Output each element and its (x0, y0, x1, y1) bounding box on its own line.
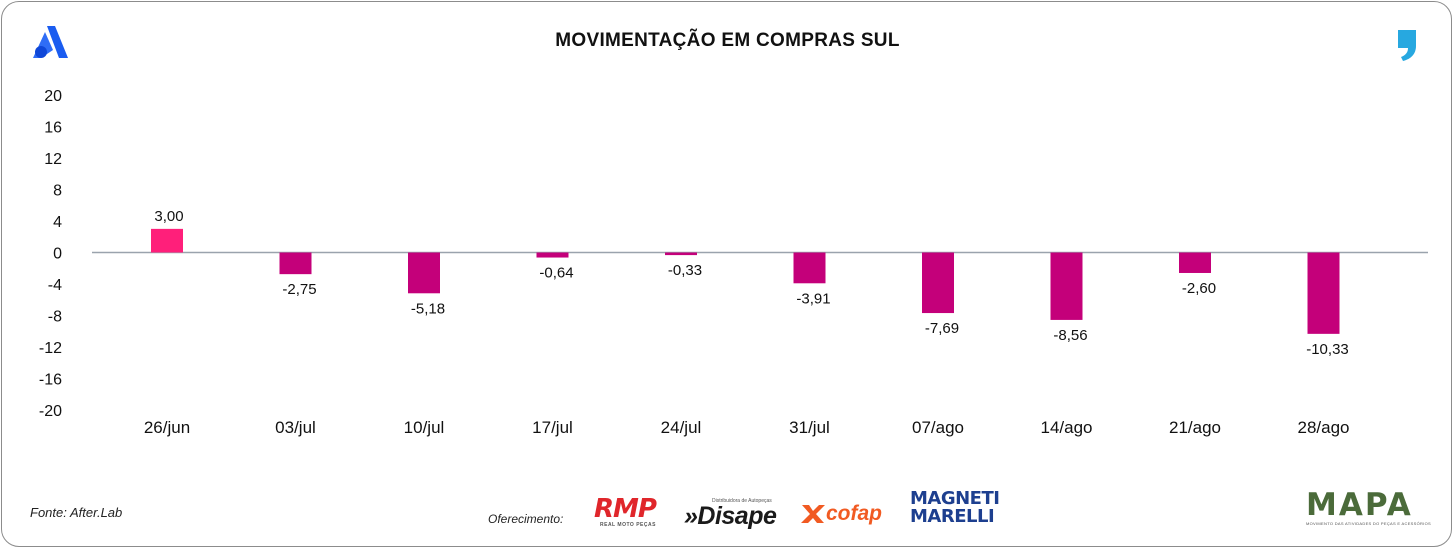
sponsor-label: Oferecimento: (488, 512, 564, 526)
data-label: -10,33 (1306, 341, 1349, 358)
source-note: Fonte: After.Lab (30, 505, 123, 520)
data-label: -8,56 (1053, 327, 1087, 344)
data-label: -5,18 (411, 300, 445, 317)
data-label: -2,75 (282, 281, 316, 298)
bar-03-jul (279, 252, 312, 275)
bar-07-ago (922, 252, 954, 314)
cofap-x-icon (801, 505, 825, 523)
sponsor-logo-rmp: RMP REAL MOTO PEÇAS (594, 496, 672, 530)
x-tick-label: 28/ago (1298, 418, 1350, 437)
chart-title: MOVIMENTAÇÃO EM COMPRAS SUL (555, 30, 900, 51)
x-tick-label: 26/jun (144, 418, 190, 437)
y-tick-label: -12 (39, 340, 62, 357)
magneti-line2: MARELLI (910, 506, 995, 527)
bar-24-jul (665, 252, 697, 256)
data-label: -0,33 (668, 262, 702, 279)
bar-26-jun (151, 228, 183, 253)
bar-10-jul (408, 252, 440, 294)
magneti-line1: MAGNETI (910, 488, 1000, 509)
rmp-subtitle: REAL MOTO PEÇAS (600, 522, 656, 528)
sponsor-logo-cofap: cofap (800, 500, 902, 528)
x-tick-label: 07/ago (912, 418, 964, 437)
y-tick-label: 12 (44, 151, 62, 168)
data-label: 3,00 (154, 208, 183, 225)
x-tick-label: 17/jul (532, 418, 573, 437)
x-tick-label: 03/jul (275, 418, 316, 437)
y-tick-label: 8 (53, 183, 62, 200)
bar-28-ago (1307, 252, 1340, 334)
y-tick-label: 4 (53, 214, 62, 231)
x-tick-label: 21/ago (1169, 418, 1221, 437)
y-tick-label: 20 (44, 88, 62, 105)
x-tick-label: 31/jul (789, 418, 830, 437)
bar-31-jul (793, 252, 826, 284)
bar-21-ago (1179, 252, 1211, 273)
mapa-logo: MAPA MOVIMENTO DAS ATIVIDADES DO PEÇAS E… (1306, 487, 1432, 530)
y-tick-label: -20 (39, 403, 62, 420)
x-tick-label: 10/jul (404, 418, 445, 437)
y-tick-label: -8 (48, 309, 62, 326)
x-tick-label: 14/ago (1041, 418, 1093, 437)
bar-17-jul (536, 252, 569, 258)
disape-tagline: Distribuidora de Autopeças (712, 498, 772, 504)
rmp-wordmark: RMP (594, 494, 657, 524)
bar-14-ago (1050, 252, 1083, 320)
x-tick-label: 24/jul (661, 418, 702, 437)
mapa-subtitle: MOVIMENTO DAS ATIVIDADES DO PEÇAS E ACES… (1306, 521, 1432, 526)
sponsor-logo-magneti-marelli: MAGNETI MARELLI (910, 488, 1000, 530)
data-label: -2,60 (1182, 280, 1216, 297)
comma-quote-icon (1398, 30, 1416, 61)
cofap-wordmark: cofap (826, 502, 883, 525)
data-label: -3,91 (796, 290, 830, 307)
y-tick-label: -16 (39, 372, 62, 389)
y-tick-label: -4 (48, 277, 62, 294)
after-logo-icon (33, 26, 68, 58)
sponsor-logo-disape: Distribuidora de Autopeças »Disape (684, 498, 784, 530)
y-tick-label: 0 (53, 246, 62, 263)
disape-wordmark: »Disape (684, 502, 777, 530)
data-label: -0,64 (539, 265, 573, 282)
data-label: -7,69 (925, 320, 959, 337)
y-tick-label: 16 (44, 120, 62, 137)
mapa-wordmark: MAPA (1306, 487, 1413, 523)
